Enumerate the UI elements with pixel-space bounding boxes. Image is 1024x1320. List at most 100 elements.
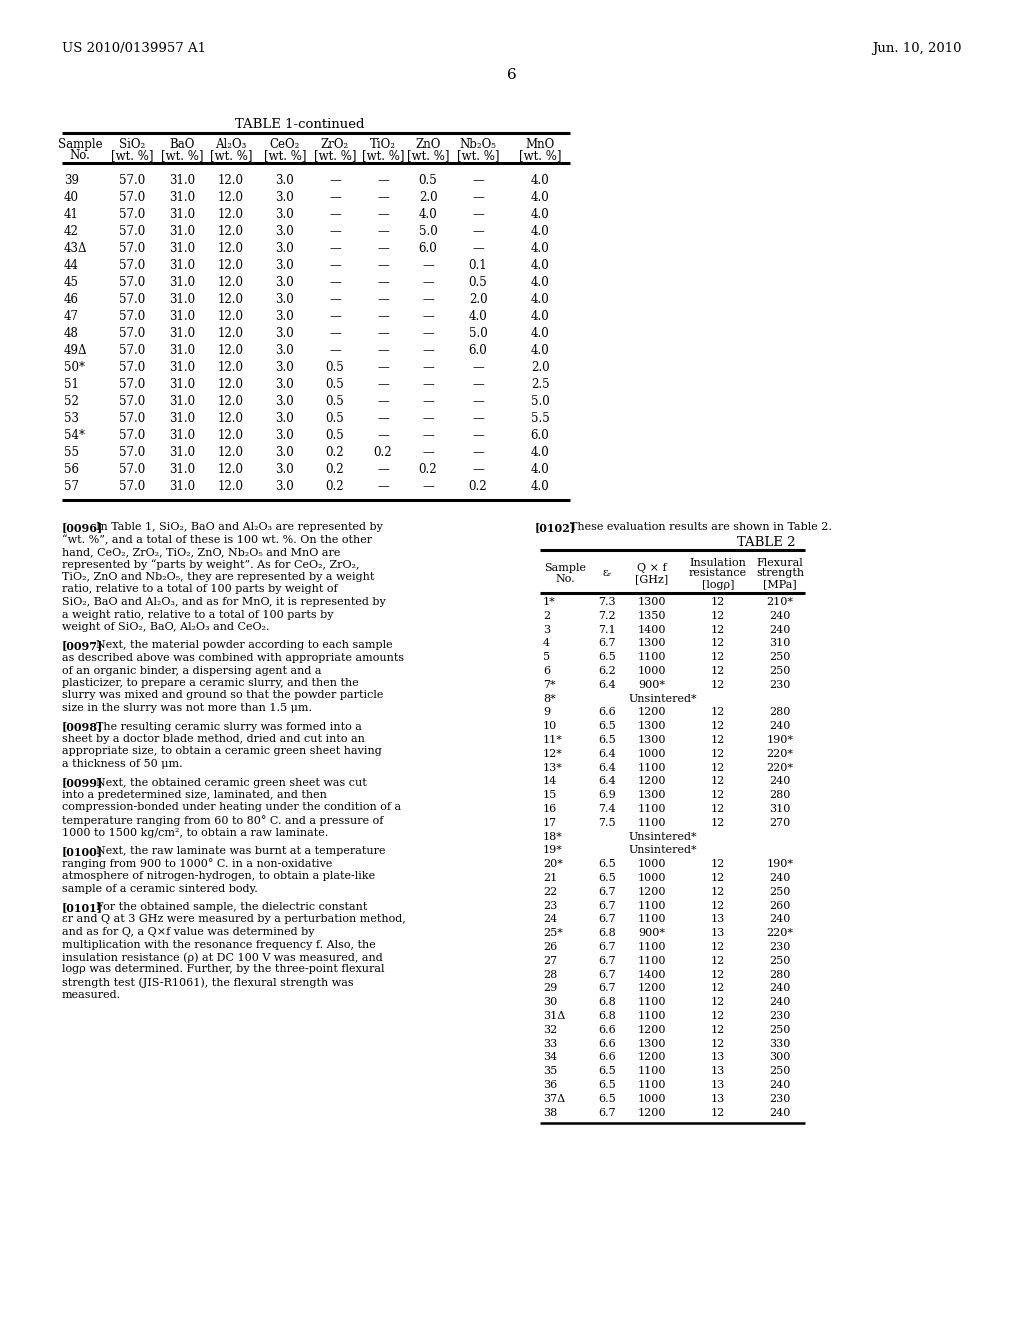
Text: 1000 to 1500 kg/cm², to obtain a raw laminate.: 1000 to 1500 kg/cm², to obtain a raw lam… — [62, 828, 329, 837]
Text: 0.5: 0.5 — [326, 378, 344, 391]
Text: 210*: 210* — [767, 597, 794, 607]
Text: temperature ranging from 60 to 80° C. and a pressure of: temperature ranging from 60 to 80° C. an… — [62, 814, 383, 826]
Text: 1100: 1100 — [638, 956, 667, 966]
Text: 6.5: 6.5 — [598, 721, 615, 731]
Text: [wt. %]: [wt. %] — [210, 149, 252, 162]
Text: —: — — [377, 480, 389, 492]
Text: 4.0: 4.0 — [530, 463, 549, 477]
Text: 280: 280 — [769, 708, 791, 717]
Text: 16: 16 — [543, 804, 557, 814]
Text: 330: 330 — [769, 1039, 791, 1048]
Text: 0.2: 0.2 — [326, 446, 344, 459]
Text: 57.0: 57.0 — [119, 242, 145, 255]
Text: 3.0: 3.0 — [275, 327, 294, 341]
Text: [0102]: [0102] — [535, 521, 575, 533]
Text: 25*: 25* — [543, 928, 563, 939]
Text: —: — — [329, 276, 341, 289]
Text: 12.0: 12.0 — [218, 242, 244, 255]
Text: 53: 53 — [63, 412, 79, 425]
Text: —: — — [377, 429, 389, 442]
Text: 0.2: 0.2 — [326, 463, 344, 477]
Text: —: — — [422, 429, 434, 442]
Text: 6.7: 6.7 — [598, 942, 615, 952]
Text: 1300: 1300 — [638, 721, 667, 731]
Text: 1400: 1400 — [638, 970, 667, 979]
Text: Next, the material powder according to each sample: Next, the material powder according to e… — [96, 640, 392, 651]
Text: 13: 13 — [711, 1067, 725, 1076]
Text: 240: 240 — [769, 997, 791, 1007]
Text: 57.0: 57.0 — [119, 360, 145, 374]
Text: insulation resistance (ρ) at DC 100 V was measured, and: insulation resistance (ρ) at DC 100 V wa… — [62, 952, 383, 962]
Text: 0.5: 0.5 — [469, 276, 487, 289]
Text: Unsintered*: Unsintered* — [628, 832, 696, 842]
Text: SiO₂, BaO and Al₂O₃, and as for MnO, it is represented by: SiO₂, BaO and Al₂O₃, and as for MnO, it … — [62, 597, 386, 607]
Text: 20*: 20* — [543, 859, 563, 869]
Text: 240: 240 — [769, 1107, 791, 1118]
Text: 240: 240 — [769, 873, 791, 883]
Text: —: — — [422, 345, 434, 356]
Text: 1000: 1000 — [638, 1094, 667, 1104]
Text: 57.0: 57.0 — [119, 345, 145, 356]
Text: —: — — [422, 327, 434, 341]
Text: 2: 2 — [543, 611, 550, 620]
Text: TABLE 2: TABLE 2 — [736, 536, 796, 549]
Text: —: — — [377, 360, 389, 374]
Text: 56: 56 — [63, 463, 79, 477]
Text: —: — — [377, 395, 389, 408]
Text: 0.5: 0.5 — [326, 412, 344, 425]
Text: No.: No. — [70, 149, 90, 162]
Text: 4.0: 4.0 — [530, 224, 549, 238]
Text: 48: 48 — [63, 327, 79, 341]
Text: atmosphere of nitrogen-hydrogen, to obtain a plate-like: atmosphere of nitrogen-hydrogen, to obta… — [62, 871, 375, 880]
Text: 4.0: 4.0 — [530, 174, 549, 187]
Text: 57.0: 57.0 — [119, 276, 145, 289]
Text: 12: 12 — [711, 887, 725, 896]
Text: —: — — [422, 395, 434, 408]
Text: [MPa]: [MPa] — [763, 579, 797, 590]
Text: 29: 29 — [543, 983, 557, 994]
Text: 12.0: 12.0 — [218, 327, 244, 341]
Text: 3.0: 3.0 — [275, 224, 294, 238]
Text: —: — — [377, 224, 389, 238]
Text: 6.7: 6.7 — [598, 983, 615, 994]
Text: 21: 21 — [543, 873, 557, 883]
Text: 6.5: 6.5 — [598, 735, 615, 744]
Text: 31.0: 31.0 — [169, 174, 195, 187]
Text: 12.0: 12.0 — [218, 480, 244, 492]
Text: 230: 230 — [769, 1094, 791, 1104]
Text: 52: 52 — [63, 395, 79, 408]
Text: 280: 280 — [769, 791, 791, 800]
Text: 31.0: 31.0 — [169, 395, 195, 408]
Text: 6.9: 6.9 — [598, 791, 615, 800]
Text: 33: 33 — [543, 1039, 557, 1048]
Text: 54*: 54* — [63, 429, 85, 442]
Text: 250: 250 — [769, 667, 791, 676]
Text: “wt. %”, and a total of these is 100 wt. %. On the other: “wt. %”, and a total of these is 100 wt.… — [62, 535, 372, 545]
Text: [wt. %]: [wt. %] — [457, 149, 500, 162]
Text: 4.0: 4.0 — [530, 259, 549, 272]
Text: —: — — [422, 259, 434, 272]
Text: TABLE 1-continued: TABLE 1-continued — [236, 117, 365, 131]
Text: 12.0: 12.0 — [218, 191, 244, 205]
Text: 6.7: 6.7 — [598, 639, 615, 648]
Text: —: — — [472, 378, 484, 391]
Text: 2.0: 2.0 — [419, 191, 437, 205]
Text: 57.0: 57.0 — [119, 174, 145, 187]
Text: 230: 230 — [769, 942, 791, 952]
Text: 3.0: 3.0 — [275, 242, 294, 255]
Text: ratio, relative to a total of 100 parts by weight of: ratio, relative to a total of 100 parts … — [62, 585, 338, 594]
Text: 12.0: 12.0 — [218, 446, 244, 459]
Text: 220*: 220* — [767, 763, 794, 772]
Text: measured.: measured. — [62, 990, 121, 999]
Text: 3.0: 3.0 — [275, 259, 294, 272]
Text: 240: 240 — [769, 624, 791, 635]
Text: —: — — [329, 242, 341, 255]
Text: weight of SiO₂, BaO, Al₂O₃ and CeO₂.: weight of SiO₂, BaO, Al₂O₃ and CeO₂. — [62, 622, 269, 632]
Text: 6.6: 6.6 — [598, 1052, 615, 1063]
Text: 14: 14 — [543, 776, 557, 787]
Text: 30: 30 — [543, 997, 557, 1007]
Text: 42: 42 — [63, 224, 79, 238]
Text: —: — — [472, 209, 484, 220]
Text: 230: 230 — [769, 1011, 791, 1020]
Text: 12: 12 — [711, 873, 725, 883]
